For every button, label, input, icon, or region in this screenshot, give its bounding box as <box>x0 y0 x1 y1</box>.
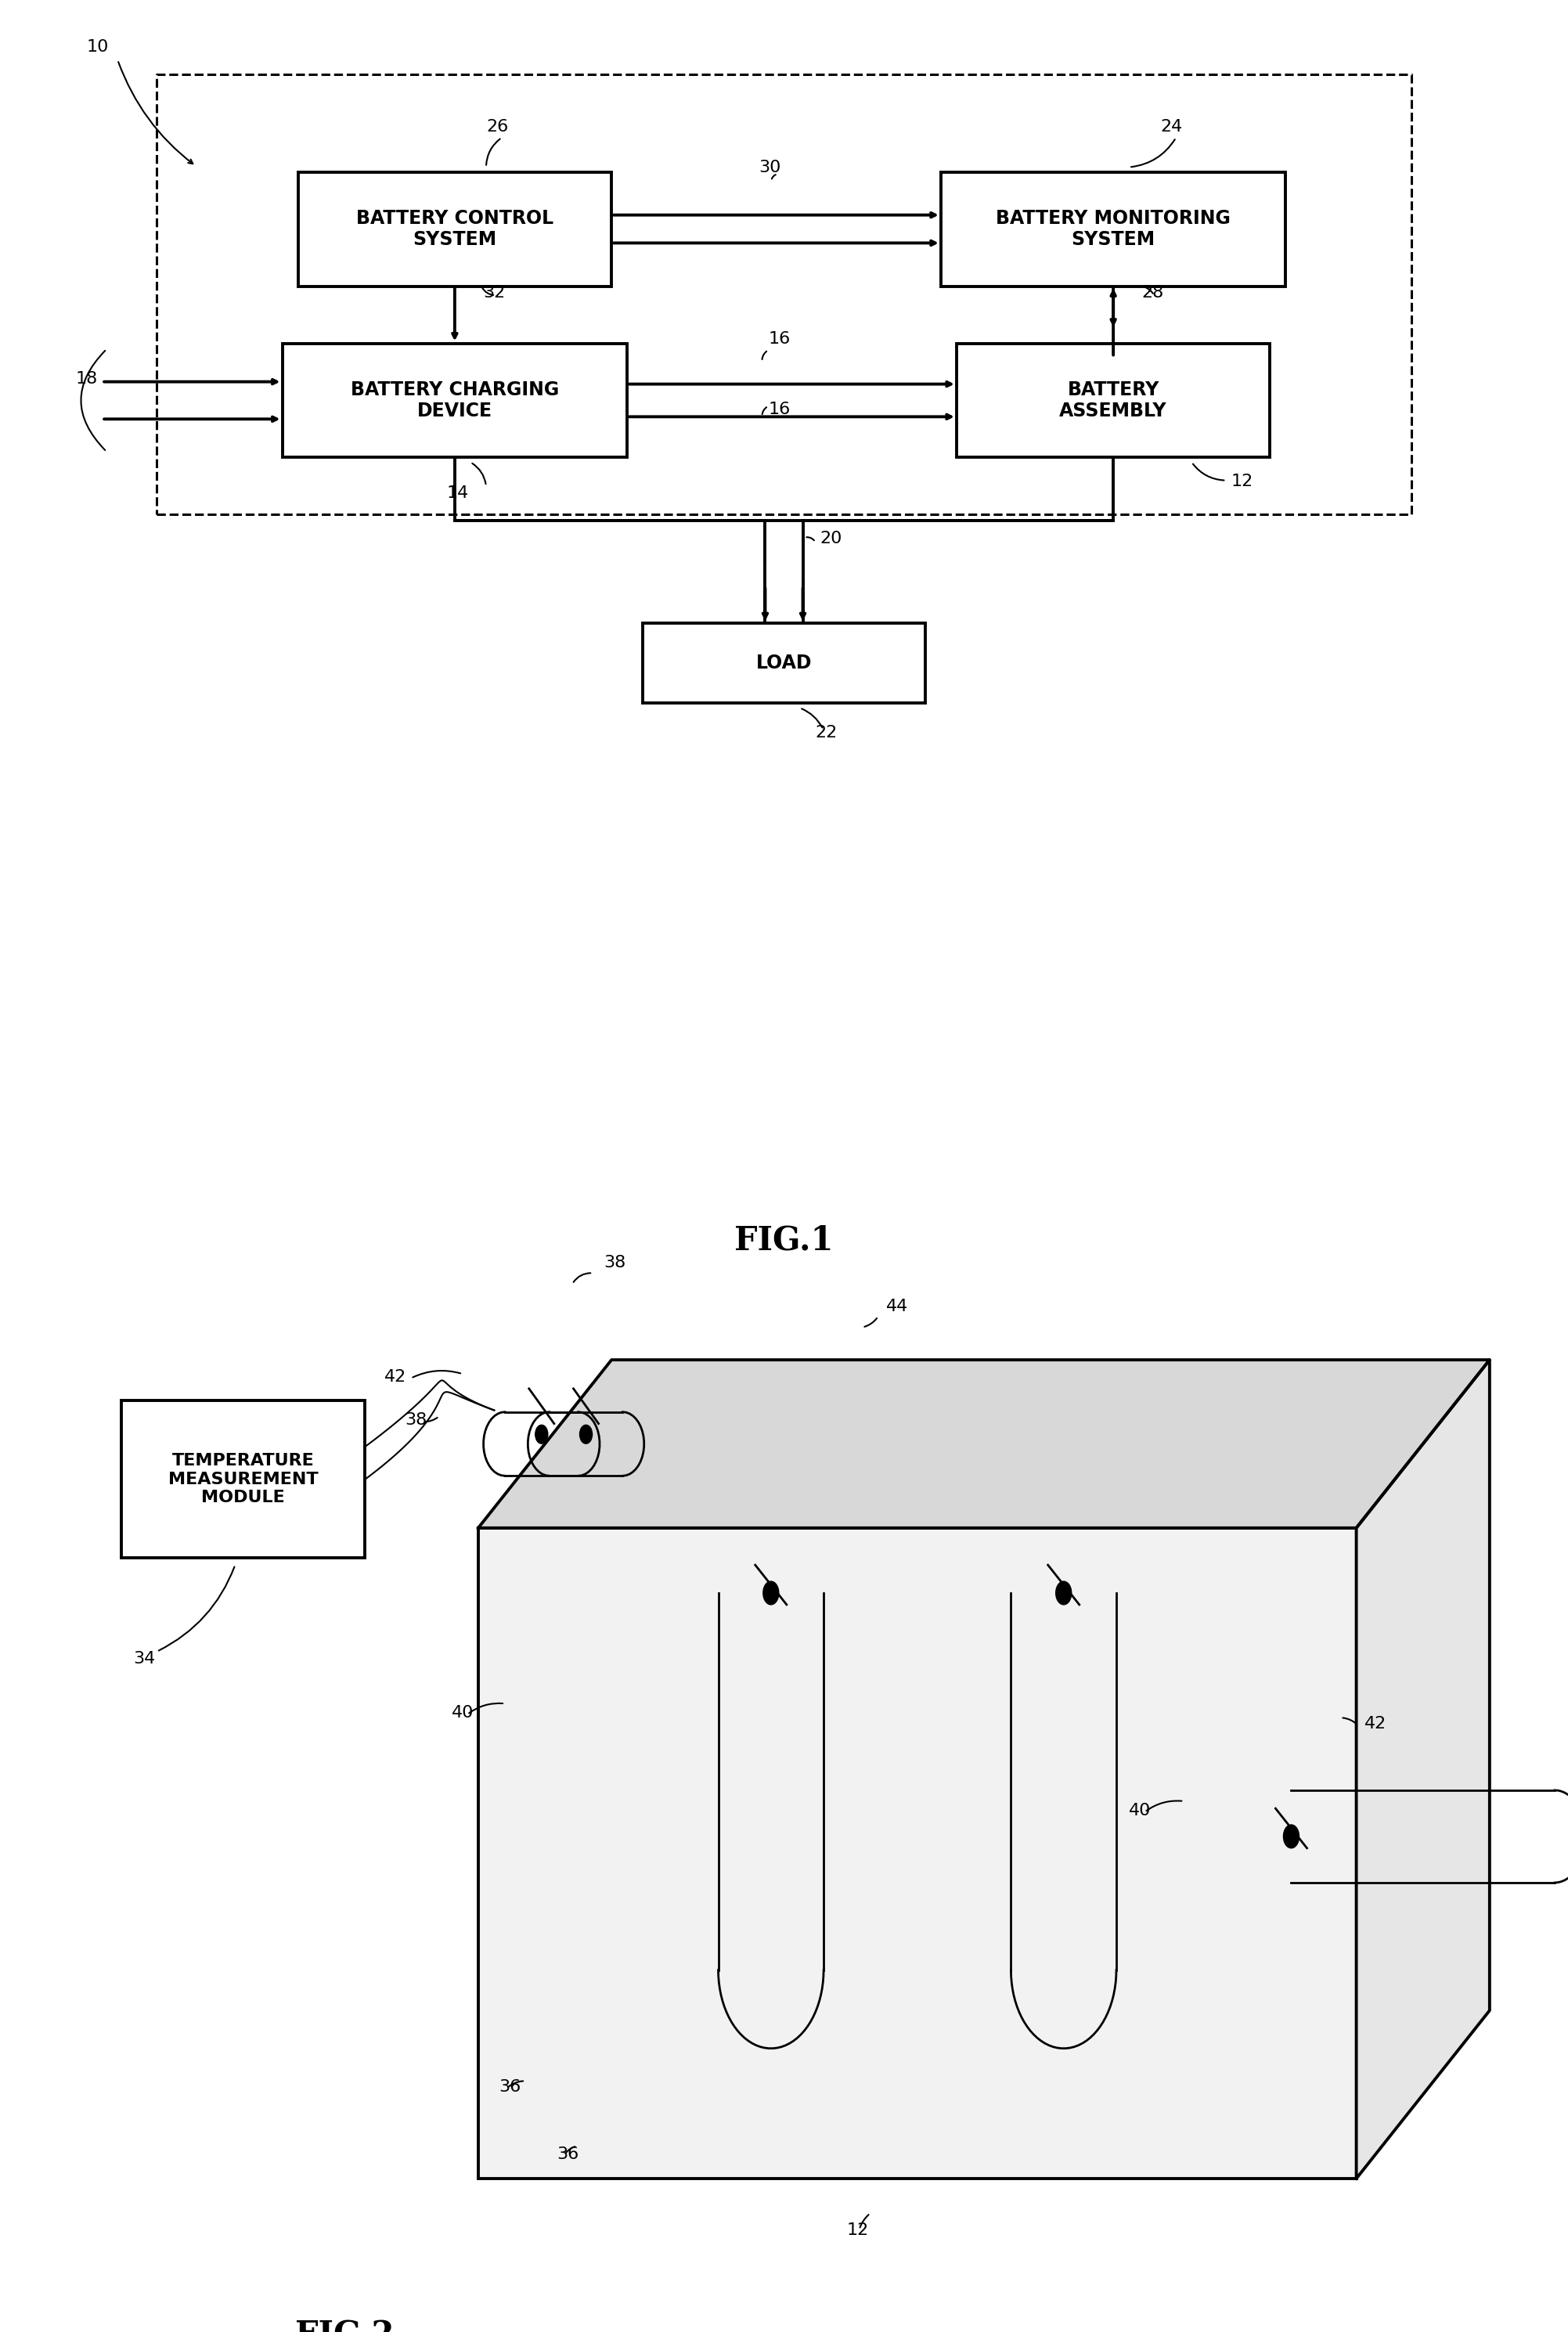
Text: 38: 38 <box>604 1255 626 1271</box>
Text: BATTERY CONTROL
SYSTEM: BATTERY CONTROL SYSTEM <box>356 210 554 250</box>
Text: BATTERY MONITORING
SYSTEM: BATTERY MONITORING SYSTEM <box>996 210 1231 250</box>
Text: 32: 32 <box>483 285 505 301</box>
Text: LOAD: LOAD <box>756 653 812 672</box>
FancyBboxPatch shape <box>298 173 612 287</box>
Text: 14: 14 <box>447 485 469 501</box>
Text: TEMPERATURE
MEASUREMENT
MODULE: TEMPERATURE MEASUREMENT MODULE <box>168 1453 318 1504</box>
Text: 38: 38 <box>405 1413 426 1427</box>
Text: 24: 24 <box>1160 119 1182 135</box>
FancyBboxPatch shape <box>643 623 925 704</box>
Text: 12: 12 <box>1231 473 1253 490</box>
Text: 26: 26 <box>486 119 508 135</box>
Text: BATTERY
ASSEMBLY: BATTERY ASSEMBLY <box>1060 380 1167 420</box>
Text: 10: 10 <box>86 40 108 56</box>
Circle shape <box>535 1425 547 1444</box>
FancyBboxPatch shape <box>956 343 1270 457</box>
Polygon shape <box>478 1360 1490 1527</box>
Text: 40: 40 <box>452 1705 474 1721</box>
Text: FIG.1: FIG.1 <box>734 1224 834 1257</box>
Text: 22: 22 <box>815 725 837 742</box>
Text: 44: 44 <box>886 1299 908 1315</box>
Text: 12: 12 <box>847 2222 869 2239</box>
FancyBboxPatch shape <box>478 1527 1356 2178</box>
Circle shape <box>764 1581 779 1604</box>
Text: 20: 20 <box>820 532 842 546</box>
Text: 30: 30 <box>759 159 781 175</box>
Text: FIG.2: FIG.2 <box>295 2320 395 2332</box>
FancyBboxPatch shape <box>122 1402 364 1558</box>
Text: 40: 40 <box>1129 1803 1151 1819</box>
Circle shape <box>580 1425 593 1444</box>
Text: 42: 42 <box>1364 1716 1386 1733</box>
FancyBboxPatch shape <box>282 343 627 457</box>
Text: 36: 36 <box>557 2145 579 2162</box>
Polygon shape <box>1356 1360 1490 2178</box>
Circle shape <box>1284 1824 1300 1847</box>
Text: 28: 28 <box>1142 285 1163 301</box>
Text: 18: 18 <box>75 371 97 387</box>
Circle shape <box>1055 1581 1071 1604</box>
Text: 42: 42 <box>384 1369 406 1385</box>
Text: 34: 34 <box>133 1651 155 1667</box>
Text: 16: 16 <box>768 401 790 417</box>
Text: BATTERY CHARGING
DEVICE: BATTERY CHARGING DEVICE <box>351 380 558 420</box>
FancyBboxPatch shape <box>941 173 1286 287</box>
Text: 36: 36 <box>499 2080 521 2094</box>
Text: 16: 16 <box>768 331 790 347</box>
